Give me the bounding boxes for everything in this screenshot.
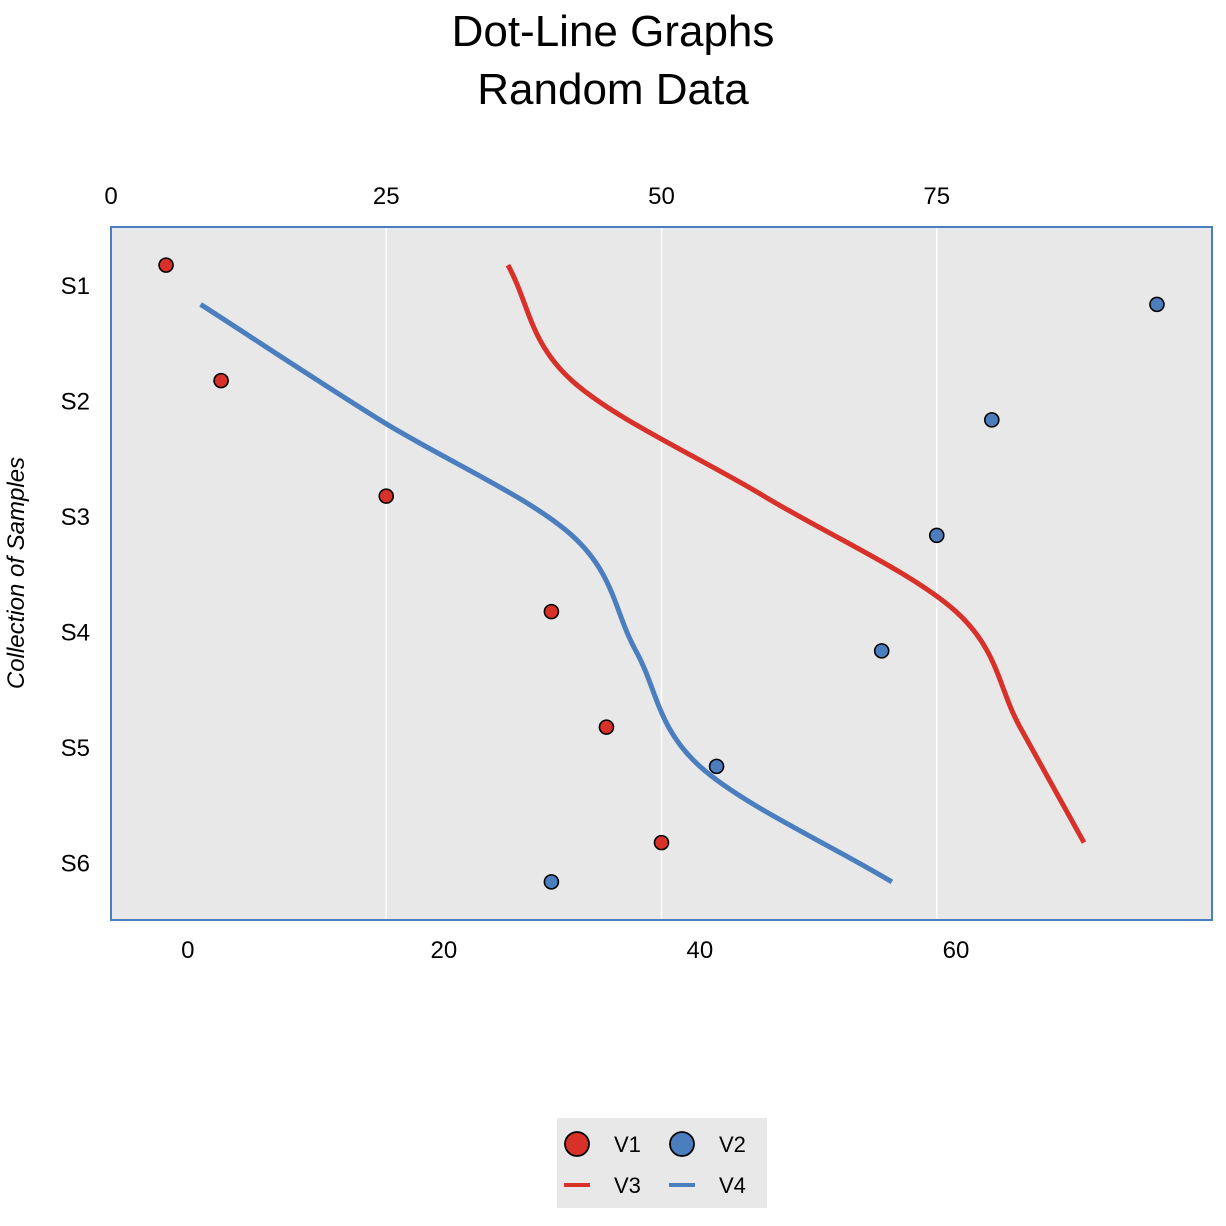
category-label: S1 — [61, 273, 90, 300]
bottom-tick-label: 20 — [431, 937, 458, 964]
plot-border — [110, 226, 1213, 921]
y-axis: S1 S2 S3 S4 S5 S6 — [61, 273, 90, 878]
chart-title: Dot-Line Graphs — [452, 7, 775, 56]
legend-label-v3: V3 — [614, 1173, 641, 1198]
top-tick-label: 75 — [923, 183, 950, 210]
series-line-v4 — [199, 302, 894, 885]
data-point-v1 — [213, 372, 229, 389]
legend-label-v2: V2 — [719, 1132, 746, 1157]
data-point-v2 — [1149, 296, 1165, 313]
bottom-tick-label: 0 — [181, 937, 194, 964]
y-axis-label: Collection of Samples — [3, 457, 30, 689]
legend-key-v1 — [564, 1131, 590, 1157]
category-label: S6 — [61, 850, 90, 877]
data-point-v2 — [708, 758, 725, 775]
bottom-axis: 0 20 40 60 — [181, 937, 969, 964]
data-point-v1 — [598, 719, 615, 735]
data-point-v2 — [543, 874, 560, 890]
bottom-tick-label: 60 — [943, 937, 970, 964]
legend-background — [557, 1118, 767, 1208]
series-line-v3 — [505, 263, 1087, 844]
category-label: S2 — [61, 388, 90, 415]
data-point-v1 — [378, 488, 395, 504]
chart-subtitle: Random Data — [477, 65, 749, 114]
data-point-v2 — [983, 412, 1000, 428]
legend-label-v1: V1 — [614, 1132, 641, 1157]
legend-label-v4: V4 — [719, 1173, 746, 1198]
data-point-v1 — [543, 603, 560, 620]
top-axis: 0 25 50 75 — [104, 183, 950, 210]
legend-key-v2 — [669, 1131, 695, 1157]
category-label: S5 — [61, 735, 90, 762]
line-series — [199, 263, 1087, 885]
legend: V1 V2 V3 V4 — [557, 1118, 767, 1208]
dot-series — [158, 257, 1165, 890]
top-tick-label: 50 — [648, 183, 675, 210]
data-point-v2 — [873, 643, 890, 659]
top-tick-label: 25 — [373, 183, 400, 210]
category-label: S3 — [61, 504, 90, 531]
data-point-v1 — [653, 834, 670, 851]
data-point-v1 — [158, 257, 174, 273]
bottom-tick-label: 40 — [687, 937, 714, 964]
top-tick-label: 0 — [104, 183, 117, 210]
data-point-v2 — [928, 527, 945, 544]
category-label: S4 — [61, 619, 90, 646]
